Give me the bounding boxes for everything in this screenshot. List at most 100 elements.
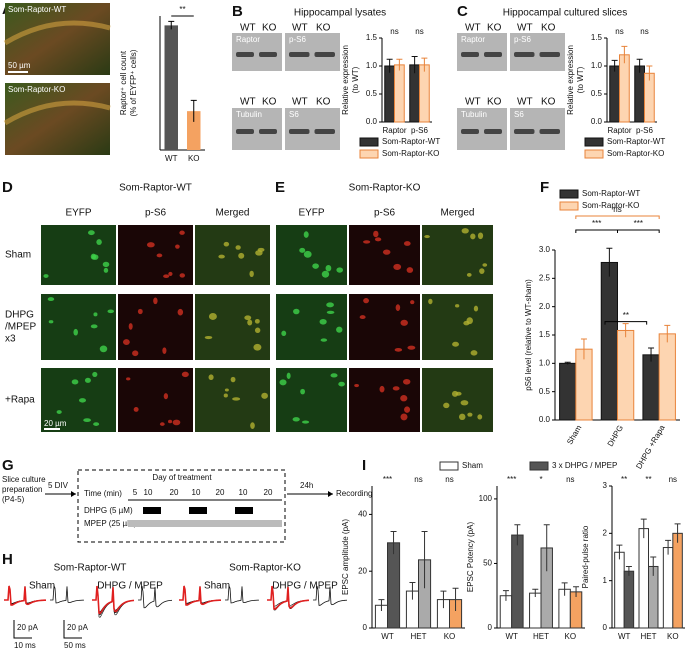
bar xyxy=(614,551,625,629)
y-tick-label: 20 xyxy=(358,566,367,575)
cell xyxy=(455,304,460,308)
cell xyxy=(103,267,109,273)
cell xyxy=(47,297,55,302)
mpep-block xyxy=(128,520,282,527)
y-axis-label: (% of EYFP⁺ cells) xyxy=(129,49,138,116)
legend-label: Som-Raptor-KO xyxy=(582,201,639,210)
blot-band xyxy=(484,52,502,57)
blot-label: KO xyxy=(316,23,331,34)
bar xyxy=(569,591,583,629)
blot-band xyxy=(259,52,277,57)
cell xyxy=(249,270,254,278)
error-bar xyxy=(616,544,623,560)
micrograph xyxy=(41,225,116,285)
blot-label: p-S6 xyxy=(514,35,531,44)
significance: ns xyxy=(669,475,677,484)
x-tick-label: Raptor xyxy=(607,126,631,135)
significance: ns xyxy=(390,27,398,36)
day-label: Day of treatment xyxy=(152,473,212,482)
legend-label: Som-Raptor-WT xyxy=(382,137,440,146)
cell xyxy=(319,318,327,325)
x-tick-label: KO xyxy=(444,632,456,641)
cell xyxy=(379,385,385,393)
blot-label: Tubulin xyxy=(461,110,487,119)
cell xyxy=(279,379,287,386)
cell xyxy=(250,422,255,429)
blot-band xyxy=(514,129,535,134)
significance: ns xyxy=(566,475,574,484)
cell xyxy=(159,422,165,426)
y-axis-label: Paired-pulse ratio xyxy=(581,525,590,588)
cell xyxy=(467,412,473,417)
significance: ** xyxy=(179,5,185,14)
micrograph xyxy=(349,225,420,285)
x-tick-label: p-S6 xyxy=(411,126,428,135)
cell xyxy=(56,410,62,415)
cell xyxy=(293,308,300,315)
bar xyxy=(511,534,524,629)
cell xyxy=(247,319,253,326)
image-label: Som-Raptor-KO xyxy=(8,85,65,94)
condition-label: Sham xyxy=(29,581,55,592)
blot-label: KO xyxy=(262,23,277,34)
time-tick: 20 xyxy=(216,488,225,497)
y-axis-label: Raptor⁺ cell count xyxy=(119,50,128,115)
panel-label: E xyxy=(275,179,285,196)
micrograph xyxy=(349,294,420,360)
y-tick-label: 3.0 xyxy=(539,245,551,254)
cell xyxy=(71,379,79,385)
cell xyxy=(163,393,169,400)
scale-label: 20 pA xyxy=(67,623,89,632)
condition-label: DHPG / MPEP xyxy=(272,581,338,592)
drug-label: DHPG (5 µM) xyxy=(84,506,133,515)
cell xyxy=(99,345,108,353)
blot-label: Raptor xyxy=(461,35,485,44)
error-bar xyxy=(409,582,416,600)
cell-layer xyxy=(3,20,111,46)
blot-band xyxy=(314,52,335,57)
blot-label: WT xyxy=(517,23,533,34)
cell xyxy=(473,305,479,312)
y-axis-label: EPSC amplitude (pA) xyxy=(341,519,350,595)
error-bar xyxy=(514,524,521,546)
significance: *** xyxy=(383,475,392,484)
blot-band xyxy=(259,129,277,134)
time-tick: 20 xyxy=(170,488,179,497)
treatment-box xyxy=(77,469,286,543)
cell xyxy=(461,228,469,234)
cell xyxy=(73,328,78,336)
cell xyxy=(470,350,478,356)
cell xyxy=(93,422,100,426)
bar xyxy=(384,65,395,123)
cell xyxy=(374,237,382,242)
cell xyxy=(163,274,170,279)
panel-label: I xyxy=(362,457,366,474)
y-tick-label: 0.5 xyxy=(539,387,551,396)
cell xyxy=(400,319,408,326)
x-tick-label: HET xyxy=(411,632,427,641)
panel-title: Som-Raptor-WT xyxy=(119,183,192,194)
blot-label: KO xyxy=(541,23,556,34)
y-tick-label: 0.0 xyxy=(539,415,551,424)
cell xyxy=(223,241,230,247)
y-tick-label: 0 xyxy=(488,623,493,632)
error-bar xyxy=(411,55,418,74)
error-bar xyxy=(622,323,629,338)
significance: *** xyxy=(592,219,601,228)
column-label: Merged xyxy=(216,208,250,219)
cell xyxy=(393,263,402,270)
cell xyxy=(107,309,115,314)
column-label: p-S6 xyxy=(145,208,167,219)
prep-label: Slice culture xyxy=(2,475,46,484)
bar xyxy=(619,54,630,123)
legend-swatch xyxy=(584,137,604,147)
y-tick-label: 2.0 xyxy=(539,302,551,311)
cell xyxy=(261,392,268,399)
cell xyxy=(286,372,291,379)
cell xyxy=(354,383,359,388)
y-tick-label: 1.0 xyxy=(539,358,551,367)
cell xyxy=(404,406,411,413)
cell xyxy=(373,230,379,238)
legend-swatch xyxy=(584,149,604,159)
cell xyxy=(403,241,411,246)
